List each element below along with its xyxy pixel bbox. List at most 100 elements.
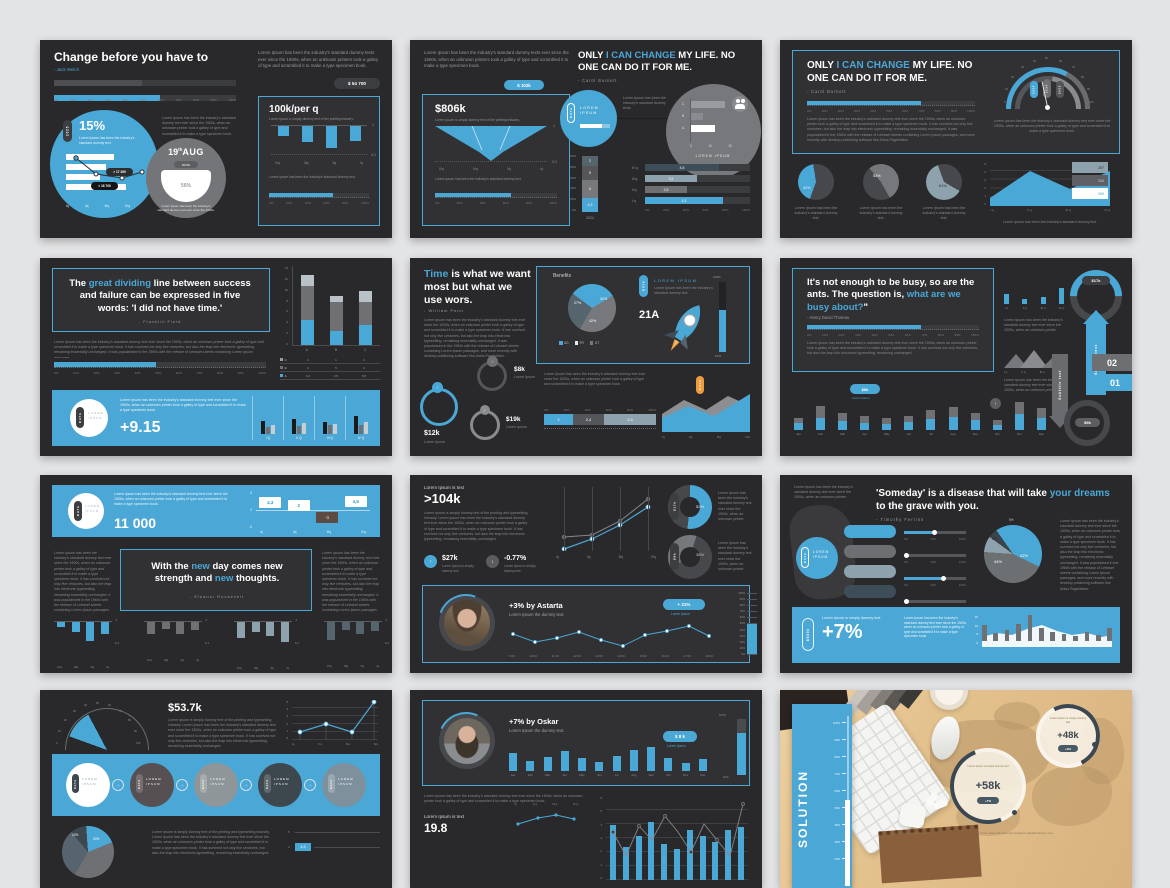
axis-label: Iq: [260, 530, 263, 534]
stacked-column: [359, 291, 372, 345]
slide5-stackbar: 2 2,4 3,3: [544, 414, 656, 425]
stack-yaxis: 14 12 10 8 6 4 2 0: [278, 266, 288, 346]
slide4-banner: DATA LOREM IPSUM Lorem Ipsum has been th…: [52, 390, 380, 446]
slide-thumbnail-12[interactable]: Lorem Ipsum is simply dummy text +48k +9…: [780, 690, 1132, 888]
axis-label: 30%: [855, 333, 862, 337]
slide1-date-circle: 19thAUG $500k 56% Lorem Ipsum has been t…: [146, 138, 226, 218]
axis-label: 40%: [122, 98, 129, 102]
axis-label: 20: [728, 144, 732, 148]
gauge-value: +58k: [975, 780, 1001, 792]
axis-min: 0,1: [552, 160, 557, 164]
ring-8k: ↑: [477, 356, 507, 391]
slide-thumbnail-2[interactable]: Lorem Ipsum has been the industry's stan…: [410, 40, 762, 238]
slide6-quote-box: It's not enough to be busy, so are the a…: [792, 268, 994, 372]
month-col: Aug: [629, 750, 638, 777]
bar: [71, 622, 80, 632]
pie-caption: Lorem Ipsum has been the industry's stan…: [794, 206, 838, 221]
data-pill: DATA: [72, 774, 79, 793]
axis-label: Jun: [906, 432, 912, 436]
slide1-date-caption: Lorem Ipsum has been the industry's stan…: [157, 204, 215, 213]
axis-label: 40%: [871, 333, 878, 337]
slide-thumbnail-4[interactable]: The great dividing line between success …: [40, 258, 392, 456]
slide1-percent-value: 15%: [79, 118, 106, 133]
circle-label: LOREM IPSUM: [695, 154, 731, 158]
slide-thumbnail-7[interactable]: DATA LOREM IPSUM Lorem Ipsum has been th…: [40, 475, 392, 673]
slide12-gauge-48k: Lorem Ipsum is simply dummy text +48k +9…: [1027, 695, 1109, 777]
stacked-column: [301, 275, 314, 345]
bar: [100, 622, 109, 634]
mini-bars-caption: Lorem Ipsum has been the industry's stan…: [1004, 318, 1063, 333]
pie-value: 42%: [589, 319, 597, 323]
mountain-caption: Lorem Ipsum has been the industry's stan…: [1004, 378, 1063, 393]
scale-max: 100%: [719, 713, 727, 717]
axis-label: 13:00: [595, 654, 603, 658]
axis-label: IVq: [275, 161, 280, 165]
axis-label: 4: [984, 170, 986, 174]
axis-label: 70%: [918, 109, 925, 113]
axis-label: 70%: [921, 333, 928, 337]
solution-title: SOLUTION: [796, 770, 810, 848]
scale-row: 50%: [820, 799, 846, 816]
axis-label: 14:00: [617, 654, 625, 658]
slide1-circle-xaxis: Iq IIq IIIq IVq: [66, 204, 130, 208]
axis-label: 20%: [663, 208, 670, 212]
slide-thumbnail-8[interactable]: Lorem Ipsum is text >104k Lorem Ipsum is…: [410, 475, 762, 673]
slide-thumbnail-5[interactable]: Time is what we want most but what we us…: [410, 258, 762, 456]
axis-label: IIq: [586, 555, 591, 559]
slide11-big-value: 19.8: [424, 821, 448, 835]
gauge-tick: 40: [84, 704, 87, 707]
slide9-title: 'Someday' is a disease that will take yo…: [876, 488, 1110, 512]
banner-text: Lorem Ipsum has been the industry's stan…: [120, 398, 247, 413]
slide3-title: ONLY I CAN CHANGE MY LIFE. NO ONE CAN DO…: [807, 60, 973, 84]
donut-caption: Lorem Ipsum has been the industry's stan…: [718, 541, 752, 572]
axis-label: IVq: [373, 742, 378, 746]
axis-label: I q: [1004, 306, 1009, 310]
process-circle-3: DATA LOREM IPSUM: [194, 763, 238, 807]
bottom-ring-value: $9k: [1075, 418, 1100, 427]
slide1-date: 19thAUG: [168, 147, 204, 157]
axis-max: 1: [385, 618, 387, 622]
axis-label: 3: [286, 714, 288, 719]
benefits-label: Benefits: [553, 273, 572, 279]
avatar-photo-astarta: [444, 600, 490, 646]
axis-label: IIIq: [326, 530, 331, 534]
data-pill: DATA: [801, 547, 809, 568]
value-box: 2: [287, 500, 310, 511]
banner-xaxis: Iq IIq IIIq IVq: [260, 530, 366, 534]
slide7-minichart-3: 1 0,1 IVq IIIq IIq Iq: [234, 618, 299, 670]
area-legend: 297 204 389: [1072, 162, 1108, 199]
slide4-progress: [54, 362, 266, 368]
world-map-blob: [994, 702, 1040, 730]
axis-label: IIq: [90, 665, 94, 669]
slide9-sliders: 0%50%100%0%50%100%0%50%100%0%50%100%: [904, 527, 966, 619]
slide2-hbar-axis: 0% 20% 40% 60% 80% 100%: [645, 208, 750, 212]
gauge-tick: 10: [1005, 88, 1008, 91]
bar: [370, 622, 379, 631]
bar: [266, 622, 275, 636]
axis-label: 11:00: [551, 654, 559, 658]
month-col: J: [1050, 632, 1055, 647]
slide2-box-axis: 0% 20% 40% 60% 80% 100%: [435, 201, 557, 205]
slide-thumbnail-1[interactable]: Change before you have to - Jack Welch 0…: [40, 40, 392, 238]
axis-label: 50%: [155, 371, 162, 375]
axis-label: 1: [600, 862, 602, 867]
row-label: 5: [288, 830, 290, 834]
slide3-pie-2: 53%: [863, 164, 899, 200]
axis-label: B: [334, 348, 337, 352]
slide6-author: - Henry David Thoreau: [807, 315, 850, 320]
slide-thumbnail-9[interactable]: Lorem Ipsum has been the industry's stan…: [780, 475, 1132, 673]
slide5-panel: Benefits 27% 31% 42% AG FR GT DATA LOREM I…: [536, 266, 750, 364]
bar: [251, 622, 260, 632]
slide-thumbnail-11[interactable]: +7% by Oskar Lorem Ipsum the dummy text.…: [410, 690, 762, 888]
panel-scale: 100% 90% 80% 70% 60% 50% 40% 30% 20% 10% 0%: [719, 592, 757, 656]
slide1-gauge-value: 56%: [161, 170, 211, 202]
axis-label: III q: [552, 802, 558, 806]
slide-thumbnail-10[interactable]: 0 10 20 30 40 50 60 70 80 90 100 $53.7k …: [40, 690, 392, 888]
slide3-quote-box: ONLY I CAN CHANGE MY LIFE. NO ONE CAN DO…: [792, 50, 1120, 154]
slide10-gauge: 0 10 20 30 40 50 60 70 80 90 100: [52, 698, 162, 750]
axis-label: 0%: [807, 109, 812, 113]
slide-thumbnail-6[interactable]: It's not enough to be busy, so are the a…: [780, 258, 1132, 456]
slide-thumbnail-3[interactable]: ONLY I CAN CHANGE MY LIFE. NO ONE CAN DO…: [780, 40, 1132, 238]
circle-label: LOREM IPSUM: [338, 777, 354, 786]
slide3-pie-1: 42%: [798, 164, 834, 200]
